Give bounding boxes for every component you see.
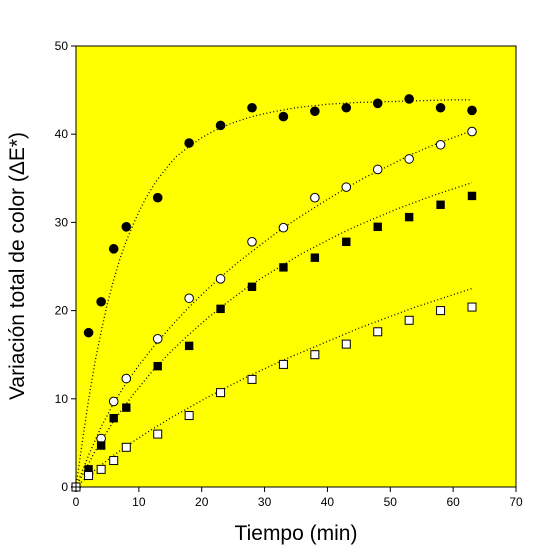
data-point-open-circle xyxy=(372,164,383,175)
data-point-filled-square xyxy=(310,253,320,262)
data-point-open-square xyxy=(310,350,320,360)
data-point-filled-square xyxy=(342,237,351,247)
data-point-filled-circle xyxy=(435,102,446,113)
data-point-open-circle xyxy=(247,237,257,247)
fit-curve-1 xyxy=(75,99,472,488)
data-point-open-square xyxy=(404,315,414,325)
data-point-open-square xyxy=(216,388,226,398)
data-point-filled-square xyxy=(84,465,93,474)
data-point-open-circle xyxy=(467,126,477,137)
data-point-open-square xyxy=(467,302,477,312)
x-axis: 0 10 20 30 40 50 60 70 xyxy=(73,487,523,509)
data-point-open-square xyxy=(109,456,119,466)
y-tick-label: 30 xyxy=(55,215,69,229)
data-point-open-circle xyxy=(404,154,414,164)
data-point-open-square xyxy=(247,374,257,384)
data-point-filled-square xyxy=(279,263,288,272)
data-point-filled-circle xyxy=(83,327,94,338)
x-axis-title: Tiempo (min) xyxy=(235,522,358,545)
x-tick-label: 20 xyxy=(195,495,209,509)
data-point-filled-square xyxy=(373,222,382,232)
x-tick-label: 30 xyxy=(258,495,272,509)
data-point-filled-circle xyxy=(404,94,414,104)
data-point-filled-circle xyxy=(310,106,320,117)
y-tick-label: 10 xyxy=(55,392,69,406)
data-point-filled-square xyxy=(184,341,194,351)
data-point-filled-circle xyxy=(467,105,477,116)
data-point-filled-circle xyxy=(108,244,119,254)
x-tick-label: 50 xyxy=(384,495,398,509)
data-point-open-circle xyxy=(341,182,352,192)
data-point-open-square xyxy=(96,464,106,474)
x-tick-label: 60 xyxy=(446,495,460,509)
data-point-filled-square xyxy=(404,212,414,222)
data-point-open-circle xyxy=(121,373,132,384)
data-point-filled-circle xyxy=(278,111,289,122)
data-point-filled-circle xyxy=(372,98,383,109)
data-point-open-square xyxy=(436,306,446,316)
x-tick-label: 0 xyxy=(73,495,80,509)
data-point-open-circle xyxy=(278,222,289,233)
data-point-filled-square xyxy=(109,414,118,423)
data-point-open-circle xyxy=(215,274,226,284)
data-point-open-square xyxy=(184,411,194,421)
data-point-open-square xyxy=(84,471,94,481)
fit-curve-3 xyxy=(75,182,473,488)
y-axis-title: Variación total de color (ΔE*) xyxy=(6,132,29,400)
y-tick-label: 40 xyxy=(55,127,69,141)
data-point-filled-circle xyxy=(247,102,257,113)
data-point-open-square xyxy=(153,429,163,439)
data-point-filled-circle xyxy=(184,138,194,148)
data-point-filled-circle xyxy=(96,296,106,307)
data-point-open-circle xyxy=(184,293,194,304)
data-point-open-square xyxy=(341,339,351,349)
data-point-open-circle xyxy=(310,192,320,203)
x-tick-label: 70 xyxy=(509,495,523,509)
data-point-filled-circle xyxy=(152,192,163,203)
data-point-open-circle xyxy=(108,396,119,407)
data-point-filled-square xyxy=(436,200,445,209)
x-tick-label: 10 xyxy=(132,495,146,509)
y-tick-label: 20 xyxy=(55,304,69,318)
data-point-filled-circle xyxy=(121,222,132,232)
data-markers xyxy=(71,94,477,492)
data-point-open-circle xyxy=(152,334,163,344)
data-point-filled-square xyxy=(216,304,225,314)
x-tick-label: 40 xyxy=(321,495,335,509)
data-point-open-square xyxy=(373,327,383,337)
data-point-open-square xyxy=(278,359,288,369)
data-point-filled-circle xyxy=(341,102,352,113)
y-axis: 0 10 20 30 40 50 xyxy=(55,39,76,494)
y-tick-label: 0 xyxy=(61,480,68,494)
data-point-filled-square xyxy=(247,282,257,291)
y-tick-label: 50 xyxy=(55,39,69,53)
data-point-filled-square xyxy=(153,361,162,371)
data-point-filled-circle xyxy=(215,120,226,131)
plot-frame xyxy=(75,45,517,488)
data-point-filled-square xyxy=(122,403,131,412)
data-point-open-circle xyxy=(435,139,446,150)
data-point-filled-square xyxy=(467,191,477,201)
plot-area xyxy=(76,46,516,487)
data-point-open-square xyxy=(121,442,131,452)
data-point-filled-square xyxy=(96,441,106,450)
